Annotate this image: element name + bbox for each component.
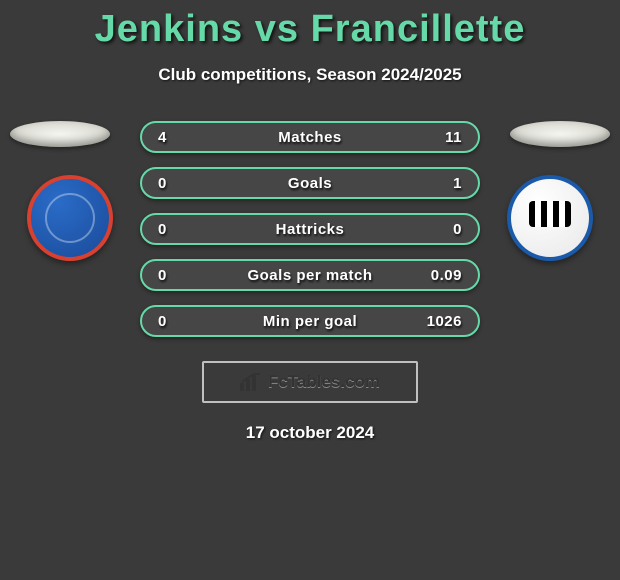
stat-row: 0 Goals 1 xyxy=(140,167,480,199)
stat-label: Goals per match xyxy=(247,267,372,284)
player1-token xyxy=(10,121,110,147)
stat-right-value: 0 xyxy=(453,221,462,238)
stat-row: 0 Min per goal 1026 xyxy=(140,305,480,337)
page-title: Jenkins vs Francillette xyxy=(0,0,620,51)
stat-left-value: 0 xyxy=(158,175,167,192)
date-text: 17 october 2024 xyxy=(0,423,620,443)
stat-row: 0 Hattricks 0 xyxy=(140,213,480,245)
stat-right-value: 11 xyxy=(445,129,462,146)
watermark-text: FcTables.com xyxy=(268,372,380,392)
stat-label: Matches xyxy=(278,129,342,146)
subtitle: Club competitions, Season 2024/2025 xyxy=(0,65,620,85)
stat-row: 0 Goals per match 0.09 xyxy=(140,259,480,291)
club-badge-right xyxy=(507,175,593,261)
stat-label: Hattricks xyxy=(276,221,345,238)
player2-token xyxy=(510,121,610,147)
comparison-area: 4 Matches 11 0 Goals 1 0 Hattricks 0 0 G… xyxy=(0,121,620,443)
stat-label: Min per goal xyxy=(263,313,357,330)
stats-column: 4 Matches 11 0 Goals 1 0 Hattricks 0 0 G… xyxy=(140,121,480,337)
player2-name: Francillette xyxy=(311,8,526,50)
stat-right-value: 0.09 xyxy=(431,267,462,284)
stat-left-value: 0 xyxy=(158,313,167,330)
stat-left-value: 0 xyxy=(158,221,167,238)
club-badge-left xyxy=(27,175,113,261)
player1-name: Jenkins xyxy=(95,8,244,50)
stat-right-value: 1 xyxy=(453,175,462,192)
stat-left-value: 4 xyxy=(158,129,167,146)
watermark: FcTables.com xyxy=(202,361,418,403)
stat-label: Goals xyxy=(288,175,332,192)
stat-left-value: 0 xyxy=(158,267,167,284)
stat-row: 4 Matches 11 xyxy=(140,121,480,153)
stat-right-value: 1026 xyxy=(427,313,462,330)
bars-icon xyxy=(240,373,262,391)
vs-text: vs xyxy=(255,8,299,50)
